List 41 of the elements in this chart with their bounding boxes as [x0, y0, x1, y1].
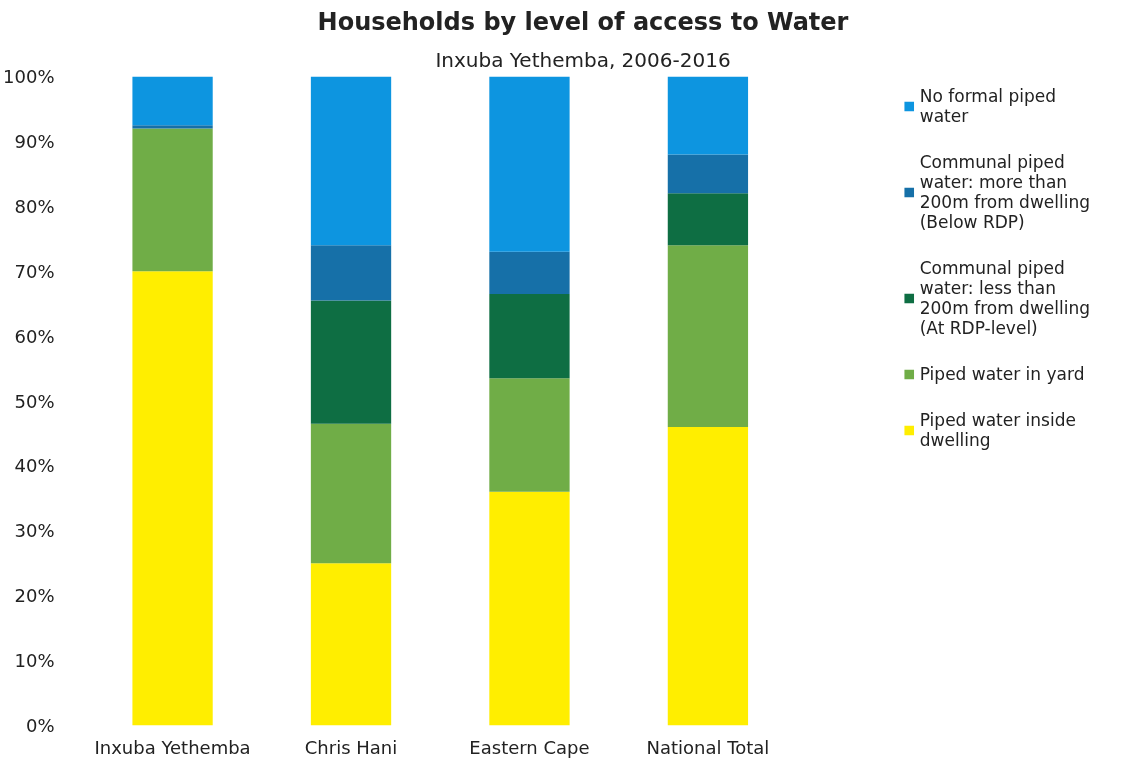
y-tick-label: 80%	[14, 195, 55, 217]
legend-label: Piped water in yard	[919, 364, 1085, 384]
legend-label: Communal piped water: more than 200m from dwelling (Below RDP)	[919, 152, 1090, 232]
y-tick-label: 20%	[14, 585, 55, 607]
x-tick-label: National Total	[646, 736, 770, 758]
bar	[667, 154, 749, 194]
legend-label: Piped water inside dwelling	[919, 410, 1076, 450]
y-tick-label: 30%	[14, 520, 55, 542]
bar	[132, 76, 213, 126]
y-tick-label: 10%	[14, 650, 55, 672]
bar	[489, 293, 570, 379]
bar	[310, 423, 392, 564]
bar	[489, 76, 570, 252]
chart-title: Households by level of access to Water	[317, 7, 849, 36]
legend-label: Communal piped water: less than 200m from dwelling (At RDP-level)	[919, 258, 1090, 338]
x-tick-label: Eastern Cape	[469, 736, 590, 758]
y-tick-label: 100%	[3, 66, 55, 87]
x-tick-label: Inxuba Yethemba	[94, 736, 251, 758]
bar	[132, 271, 213, 726]
x-tick-label: Chris Hani	[304, 736, 398, 758]
y-tick-label: 70%	[14, 260, 55, 282]
legend-label: No formal piped water	[919, 86, 1056, 126]
bar	[310, 563, 392, 726]
bar	[667, 76, 749, 155]
bar	[667, 426, 749, 726]
bar	[310, 300, 392, 424]
bar	[132, 125, 213, 129]
bar	[667, 245, 749, 427]
bar	[489, 378, 570, 492]
bar	[489, 491, 570, 726]
bar	[667, 193, 749, 246]
y-tick-label: 90%	[14, 130, 55, 152]
y-tick-label: 40%	[14, 455, 55, 477]
bar	[310, 76, 392, 246]
bar	[310, 245, 392, 301]
bar	[132, 128, 213, 272]
y-tick-label: 60%	[14, 325, 55, 347]
chart-subtitle: Inxuba Yethemba, 2006-2016	[435, 47, 731, 72]
bar	[489, 251, 570, 294]
y-tick-label: 0%	[25, 715, 55, 736]
y-tick-label: 50%	[14, 390, 55, 412]
